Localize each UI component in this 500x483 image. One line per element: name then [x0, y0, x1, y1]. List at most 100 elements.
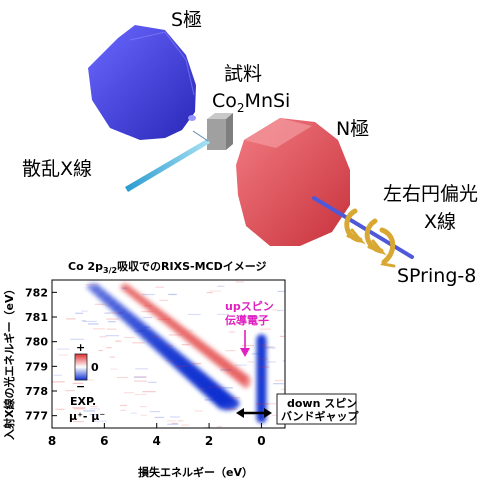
y-tick-label: 782 — [25, 286, 48, 299]
x-tick-label: 2 — [205, 434, 213, 448]
heatmap-texture — [98, 349, 103, 352]
heatmap-texture — [134, 330, 147, 332]
heatmap-texture — [107, 321, 116, 323]
heatmap-texture — [148, 381, 157, 383]
mu-label: μ⁺- μ⁻ — [69, 410, 105, 423]
heatmap-texture — [144, 305, 152, 307]
heatmap-texture — [99, 336, 107, 338]
heatmap-texture — [149, 410, 161, 413]
x-tick-label: 4 — [153, 434, 161, 448]
heatmap-features — [52, 281, 285, 428]
heatmap-texture — [191, 362, 202, 365]
heatmap-texture — [92, 328, 105, 330]
y-tick-label: 779 — [25, 360, 48, 373]
heatmap-texture — [93, 420, 107, 422]
heatmap-texture — [235, 281, 245, 283]
heatmap-texture — [65, 389, 75, 392]
heatmap-texture — [217, 313, 229, 315]
heatmap-texture — [282, 330, 285, 332]
heatmap-texture — [257, 321, 266, 323]
heatmap-texture — [110, 312, 121, 314]
heatmap-texture — [273, 383, 284, 385]
y-tick-label: 781 — [25, 311, 48, 324]
heatmap-texture — [75, 312, 84, 314]
heatmap-texture — [225, 349, 236, 352]
heatmap-texture — [251, 353, 260, 355]
heatmap-texture — [168, 293, 177, 296]
heatmap-texture — [120, 409, 127, 411]
heatmap-texture — [247, 361, 254, 363]
heatmap-texture — [267, 361, 276, 363]
heatmap-texture — [161, 348, 167, 350]
heatmap-texture — [274, 379, 284, 382]
heatmap-texture — [140, 414, 147, 416]
heatmap-elastic-peak — [256, 334, 267, 424]
heatmap-texture — [117, 376, 129, 379]
heatmap-texture — [71, 417, 79, 420]
heatmap-texture — [206, 291, 213, 294]
heatmap-texture — [266, 403, 276, 405]
n-pole-magnet — [236, 118, 350, 246]
heatmap-texture — [106, 318, 120, 320]
heatmap-texture — [271, 414, 277, 416]
heatmap-texture — [90, 406, 98, 408]
exp-label: EXP. — [70, 395, 96, 408]
heatmap-texture — [56, 348, 70, 350]
scattered-xray-beam — [125, 130, 210, 192]
heatmap-texture — [141, 310, 154, 313]
heatmap-texture — [133, 376, 147, 378]
heatmap-texture — [246, 317, 257, 319]
x-tick-label: 0 — [257, 434, 265, 448]
heatmap-texture — [105, 335, 120, 337]
band-gap-arrow — [236, 408, 272, 418]
up-spin-arrow — [240, 330, 250, 357]
heatmap-texture — [55, 408, 65, 410]
heatmap-texture — [169, 416, 180, 418]
heatmap-texture — [118, 312, 124, 314]
heatmap-texture — [165, 360, 176, 362]
heatmap-texture — [259, 328, 271, 330]
heatmap-texture — [159, 299, 169, 302]
y-tick-label: 777 — [25, 410, 48, 423]
heatmap-texture — [70, 338, 84, 340]
heatmap-texture — [167, 420, 176, 422]
heatmap-texture — [228, 331, 236, 333]
heatmap-texture — [123, 392, 134, 394]
heatmap-texture — [121, 287, 128, 289]
heatmap-texture — [72, 382, 84, 385]
scattered-xray-label: 散乱X線 — [22, 158, 92, 180]
heatmap-texture — [260, 343, 266, 346]
heatmap-texture — [53, 374, 63, 376]
colorbar: + 0 − — [74, 341, 99, 393]
heatmap-texture — [222, 387, 233, 389]
heatmap-texture — [200, 388, 206, 390]
heatmap-texture — [135, 368, 148, 370]
heatmap-texture — [225, 408, 237, 410]
heatmap-texture — [81, 320, 86, 322]
heatmap-texture — [209, 290, 222, 292]
heatmap-texture — [106, 328, 117, 330]
heatmap-texture — [142, 293, 155, 296]
heatmap-texture — [58, 354, 69, 356]
heatmap-texture — [284, 425, 285, 428]
heatmap-texture — [279, 335, 285, 338]
heatmap-texture — [131, 412, 137, 414]
heatmap-texture — [168, 334, 182, 336]
heatmap-texture — [83, 320, 97, 323]
heatmap-texture — [150, 335, 159, 338]
circular-xray-label: X線 — [424, 211, 456, 233]
heatmap-texture — [133, 376, 148, 378]
s-pole-label: S極 — [171, 9, 202, 31]
chart-title: Co 2p3/2吸収でのRIXS-MCDイメージ — [68, 260, 267, 275]
heatmap-texture — [249, 316, 263, 319]
heatmap-texture — [281, 388, 285, 391]
down-spin-box: down スピン バンドギャップ — [276, 393, 360, 425]
heatmap-texture — [265, 347, 276, 349]
heatmap-texture — [277, 290, 285, 293]
band-gap-label: バンドギャップ — [281, 409, 360, 423]
heatmap-texture — [255, 403, 269, 405]
heatmap-texture — [115, 340, 122, 342]
heatmap-texture — [258, 377, 266, 379]
heatmap-texture — [204, 399, 216, 401]
